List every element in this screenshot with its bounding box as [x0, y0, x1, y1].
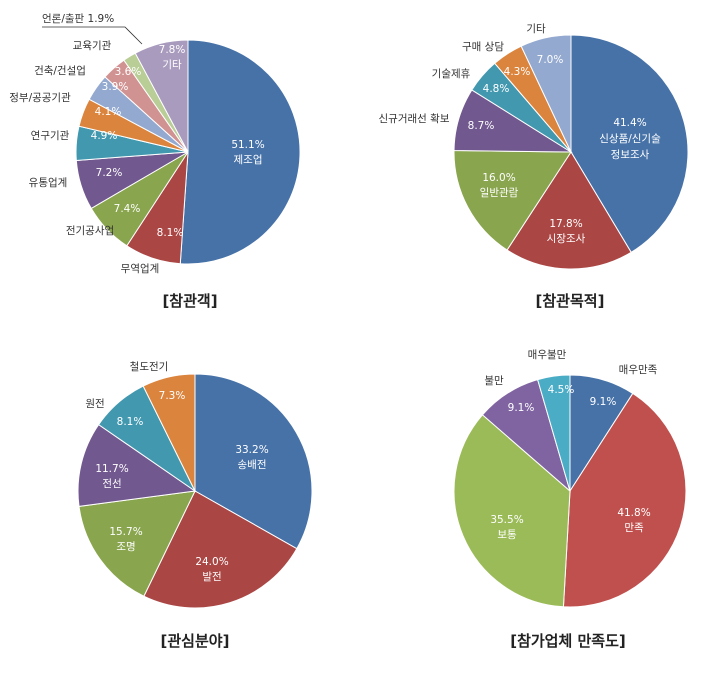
- slice-value-label: 15.7%: [109, 526, 142, 538]
- slice-value-label: 41.8%: [617, 507, 650, 519]
- pie-chart-1: 51.1% 제조업 8.1% 무역업계 7.4%전기공사업 7.2% 유통업계 4.9% 연구기…: [9, 13, 301, 275]
- slice-value-label: 4.9%: [91, 130, 118, 142]
- slice-name-label: 기술제휴: [432, 68, 471, 80]
- slice-value-label: 9.1%: [590, 396, 617, 408]
- slice-name-label: 구매 상담: [462, 41, 504, 53]
- pie-chart-3: 33.2% 송배전 24.0% 발전 15.7% 조명 11.7% 전선 8.1% 원전 7.3% 철…: [77, 361, 313, 609]
- slice-name-label: 불만: [484, 375, 504, 387]
- pie-slice: [453, 150, 572, 251]
- slice-value-label: 3.6%: [115, 66, 142, 78]
- slice-label-outside: 언론/출판 1.9%: [42, 13, 114, 25]
- slice-name-label: 보통: [497, 529, 517, 541]
- pie-slice: [179, 39, 301, 265]
- pie-charts: 51.1% 제조업 8.1% 무역업계 7.4%전기공사업 7.2% 유통업계 4.9% 연구기…: [9, 13, 689, 609]
- slice-name-label: 정보조사: [611, 149, 650, 161]
- pie-slice: [143, 490, 298, 609]
- slice-name-label: 매우만족: [619, 364, 658, 376]
- chart-2-title: [참관목적]: [536, 292, 605, 310]
- chart-1-title: [참관객]: [162, 292, 217, 310]
- slice-value-label: 8.1%: [117, 416, 144, 428]
- slice-name-label: 송배전: [238, 459, 267, 471]
- slice-name-label: 건축/건설업: [34, 64, 86, 77]
- slice-value-label: 24.0%: [195, 556, 228, 568]
- slice-name-label: 정부/공공기관: [9, 92, 71, 104]
- slice-name-label: 제조업: [234, 153, 263, 166]
- pie-slice: [570, 34, 689, 254]
- slice-value-label: 8.1%: [157, 227, 184, 239]
- pie-slice: [520, 34, 572, 153]
- slice-name-label: 교육기관: [73, 40, 112, 52]
- slice-name-label: 전기공사업: [66, 224, 114, 237]
- slice-value-label: 4.1%: [95, 106, 122, 118]
- slice-value-label: 3.9%: [102, 81, 129, 93]
- slice-name-label: 매우불만: [528, 349, 567, 361]
- slice-value-label: 4.5%: [548, 384, 575, 396]
- pie-slice: [134, 39, 189, 153]
- slice-value-label: 16.0%: [482, 172, 515, 184]
- pie-slice: [562, 392, 687, 608]
- slice-name-label: 원전: [85, 398, 104, 410]
- pie-slice: [537, 374, 571, 492]
- slice-name-label: 시장조사: [547, 233, 586, 245]
- slice-name-label: 전선: [102, 478, 121, 490]
- slice-value-label: 4.8%: [483, 83, 510, 95]
- slice-value-label: 35.5%: [490, 514, 523, 526]
- slice-name-label: 신규거래선 확보: [379, 112, 450, 125]
- slice-value-label: 17.8%: [549, 218, 582, 230]
- slice-value-label: 8.7%: [468, 120, 495, 132]
- slice-name-label: 연구기관: [31, 130, 70, 142]
- pie-slice: [142, 373, 196, 492]
- pie-chart-4: 9.1% 매우만족 41.8% 만족 35.5% 보통 9.1% 불만 4.5% 매우불만: [453, 349, 687, 608]
- slice-name-label: 무역업계: [121, 262, 160, 275]
- slice-name-label: 만족: [624, 522, 644, 534]
- slice-value-label: 41.4%: [613, 117, 646, 129]
- slice-name-label: 일반관람: [480, 186, 519, 199]
- slice-name-label: 발전: [202, 571, 221, 583]
- slice-name-label: 신상품/신기술: [599, 133, 661, 145]
- slice-name-label: 철도전기: [130, 361, 169, 373]
- chart-4-title: [참가업체 만족도]: [510, 632, 626, 650]
- slice-value-label: 11.7%: [95, 463, 128, 475]
- leader-line: [42, 26, 143, 45]
- slice-value-label: 51.1%: [231, 139, 264, 151]
- slice-name-label: 유통업계: [29, 176, 68, 189]
- pie-slice: [77, 423, 197, 507]
- slice-value-label: 33.2%: [235, 444, 268, 456]
- pie-slice: [78, 490, 196, 597]
- slice-value-label: 7.3%: [159, 390, 186, 402]
- chart-3-title: [관심분야]: [161, 632, 230, 650]
- slice-value-label: 9.1%: [508, 402, 535, 414]
- slice-value-label: 7.0%: [537, 54, 564, 66]
- slice-value-label: 7.4%: [114, 203, 141, 215]
- slice-value-label: 4.3%: [504, 66, 531, 78]
- slice-name-label: 기타: [526, 23, 546, 35]
- slice-name-label: 조명: [116, 541, 135, 553]
- pie-slice: [453, 414, 571, 608]
- slice-value-label: 7.8%: [159, 44, 186, 56]
- pie-slice: [506, 151, 632, 270]
- slice-value-label: 7.2%: [96, 167, 123, 179]
- slice-name-label: 기타: [162, 59, 182, 71]
- pie-slice: [194, 373, 313, 550]
